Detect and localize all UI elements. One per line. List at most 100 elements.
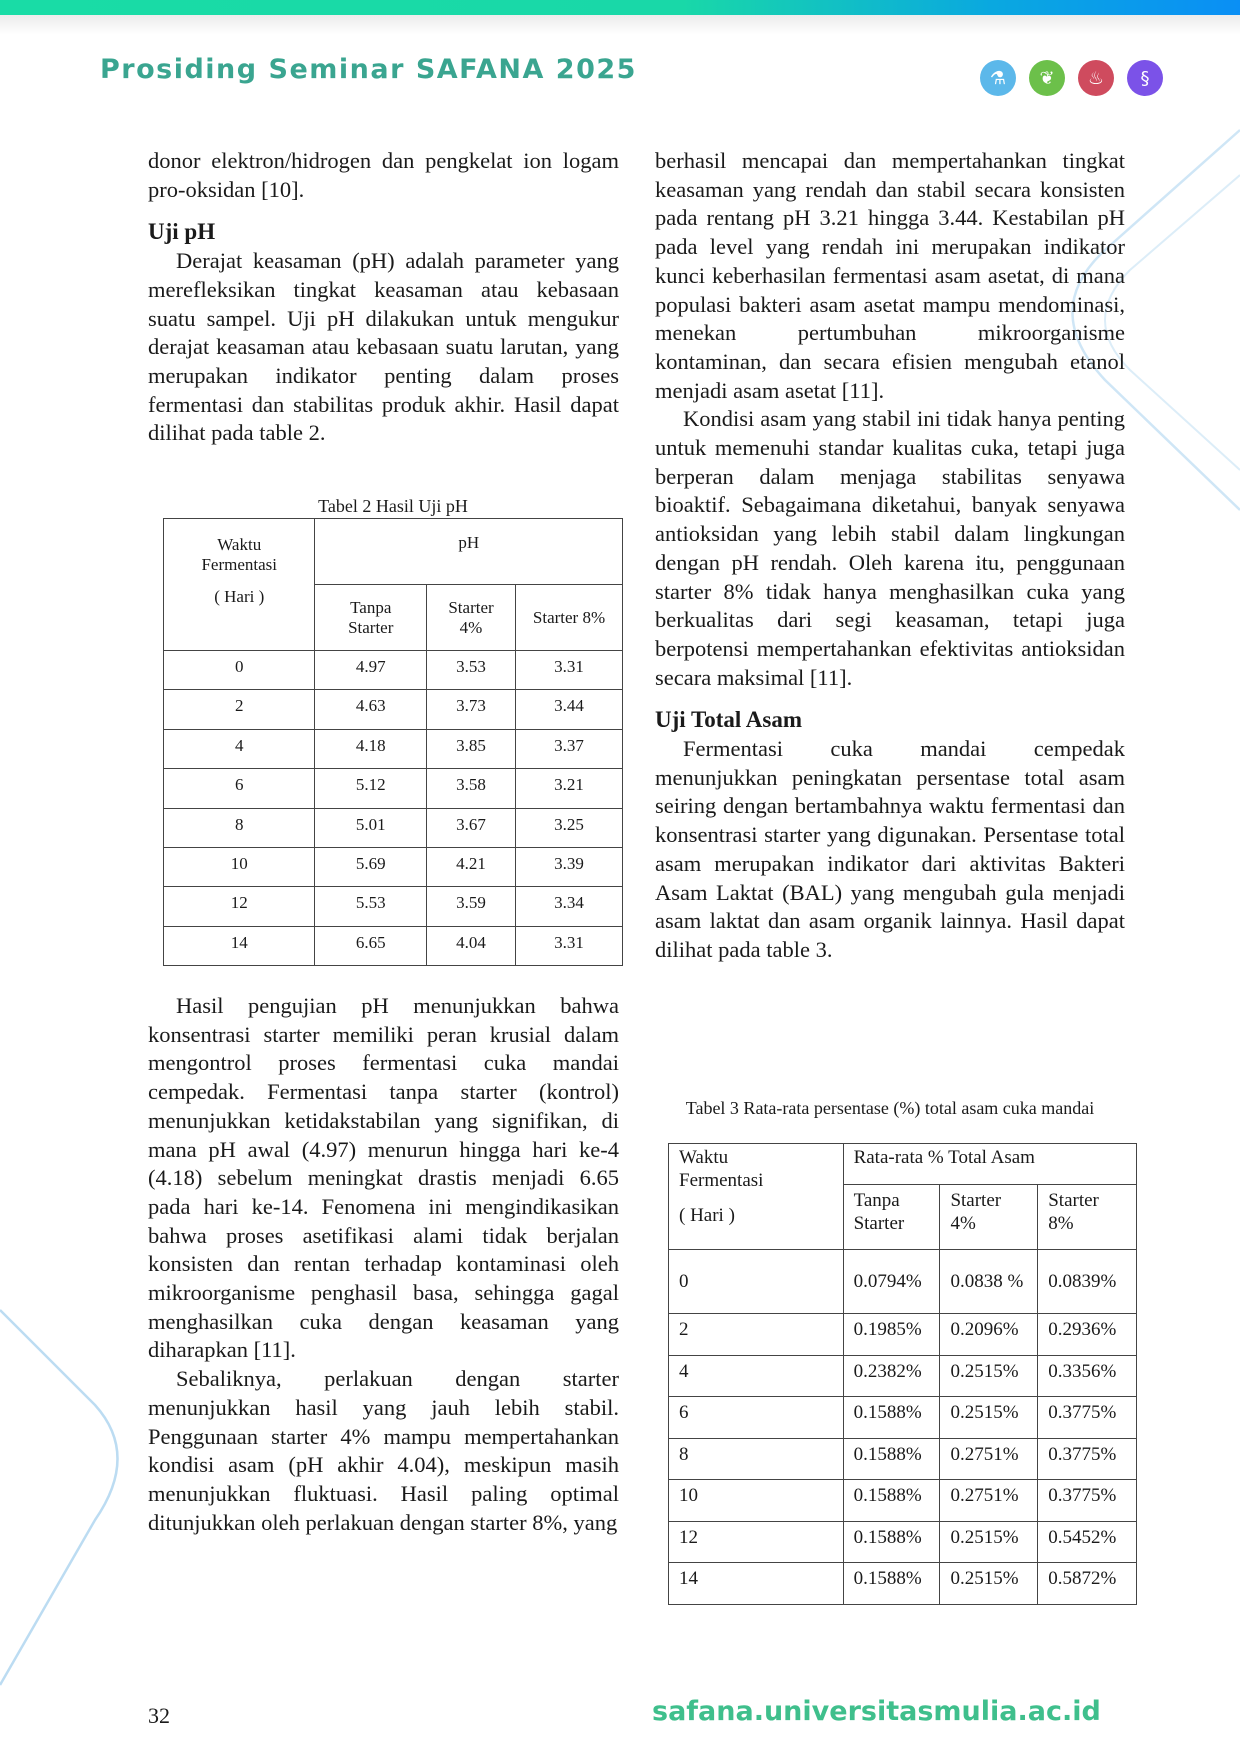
table-row: 14 0.1588% 0.2515% 0.5872% [668, 1562, 1137, 1605]
table-cell: 4.63 [314, 689, 427, 730]
left-column-lower: Hasil pengujian pH menunjukkan bahwa kon… [148, 992, 619, 1537]
table-cell: 12 [162, 886, 316, 927]
table-cell: 6 [162, 768, 316, 809]
table-row: 8 0.1588% 0.2751% 0.3775% [668, 1437, 1137, 1480]
plant-icon: ❦ [1029, 60, 1065, 96]
table-row: 12 0.1588% 0.2515% 0.5452% [668, 1520, 1137, 1563]
table-row: 8 5.01 3.67 3.25 [162, 807, 623, 848]
table-cell: 3.44 [515, 689, 623, 730]
header-text: Starter [950, 1190, 1002, 1211]
header-1: Starter 4% [939, 1184, 1039, 1250]
table-cell: 0.0794% [842, 1249, 941, 1314]
section-heading-uji-ph: Uji pH [148, 219, 216, 245]
table-row: 12 5.53 3.59 3.34 [162, 886, 623, 927]
header-waktu-fermentasi: Waktu Fermentasi ( Hari ) [668, 1143, 844, 1250]
microscope-icon: ⚗ [980, 60, 1016, 96]
table-cell: 0.2515% [939, 1396, 1039, 1439]
table-cell: 3.58 [425, 768, 517, 809]
paragraph: Kondisi asam yang stabil ini tidak hanya… [655, 406, 1125, 690]
table-cell: 3.34 [515, 886, 623, 927]
table-cell: 3.21 [515, 768, 623, 809]
table-cell: 6 [668, 1396, 844, 1439]
table-cell: 0.1588% [842, 1437, 941, 1480]
table-row: 10 5.69 4.21 3.39 [162, 846, 623, 888]
table-cell: 0.2382% [842, 1354, 941, 1397]
table-cell: 0.2515% [939, 1520, 1039, 1563]
table-row: 10 0.1588% 0.2751% 0.3775% [668, 1479, 1137, 1522]
table-cell: 5.53 [314, 886, 427, 927]
header-waktu-fermentasi: Waktu Fermentasi ( Hari ) [162, 518, 316, 651]
section-heading-uji-total-asam: Uji Total Asam [655, 707, 802, 733]
table-cell: 0.1985% [842, 1313, 941, 1356]
header-0: Tanpa Starter [314, 584, 427, 651]
proceedings-title: Prosiding Seminar SAFANA 2025 [100, 54, 637, 85]
table-row: 6 5.12 3.58 3.21 [162, 768, 623, 809]
paragraph: Fermentasi cuka mandai cempedak menunjuk… [655, 736, 1125, 962]
table-cell: 3.67 [425, 807, 517, 848]
table-cell: 12 [668, 1520, 844, 1563]
table-row: 0 4.97 3.53 3.31 [162, 649, 623, 691]
table-cell: 3.31 [515, 649, 623, 691]
header-2: Starter 8% [515, 584, 623, 651]
header-text: Tanpa [853, 1190, 900, 1211]
table-cell: 5.12 [314, 768, 427, 809]
table-cell: 0.2751% [939, 1437, 1039, 1480]
table-cell: 3.25 [515, 807, 623, 848]
total-acid-table: Waktu Fermentasi ( Hari ) Rata-rata % Total… [668, 1143, 1138, 1605]
table-cell: 3.39 [515, 846, 623, 888]
table-cell: 0.3775% [1037, 1479, 1137, 1522]
table-cell: 0.3356% [1037, 1354, 1137, 1397]
table-cell: 14 [668, 1562, 844, 1605]
table-cell: 8 [668, 1437, 844, 1480]
header-text: Fermentasi [201, 555, 277, 574]
header-text: Starter [448, 597, 494, 617]
header-text: Starter [853, 1213, 905, 1234]
paragraph: donor elektron/hidrogen dan pengkelat io… [148, 148, 619, 202]
table-cell: 0.2936% [1037, 1313, 1137, 1356]
table-cell: 0.1588% [842, 1479, 941, 1522]
table-row: 4 0.2382% 0.2515% 0.3356% [668, 1354, 1137, 1397]
table-cell: 4 [668, 1354, 844, 1397]
header-text: Starter 8% [532, 607, 606, 627]
header-1: Starter 4% [425, 584, 517, 651]
table-cell: 5.01 [314, 807, 427, 848]
table-cell: 2 [162, 689, 316, 730]
table-cell: 4.04 [425, 925, 517, 967]
ph-table: Waktu Fermentasi( Hari ) pH Tanpa Starter Sta… [162, 518, 623, 967]
table-cell: 5.69 [314, 846, 427, 888]
table-cell: 4 [162, 728, 316, 770]
table-cell: 4.18 [314, 728, 427, 770]
paragraph: Hasil pengujian pH menunjukkan bahwa kon… [148, 993, 619, 1363]
table-cell: 0.0838 % [939, 1249, 1039, 1314]
header-group: Rata-rata % Total Asam [842, 1143, 1138, 1185]
table-cell: 0.5452% [1037, 1520, 1137, 1563]
table-cell: 0.5872% [1037, 1562, 1137, 1605]
paragraph: Sebaliknya, perlakuan dengan starter men… [148, 1366, 619, 1535]
header-2: Starter 8% [1037, 1184, 1137, 1250]
table-cell: 14 [162, 925, 316, 967]
header-text: Starter [1048, 1190, 1099, 1211]
table-row: 6 0.1588% 0.2515% 0.3775% [668, 1396, 1137, 1439]
table-row: 2 0.1985% 0.2096% 0.2936% [668, 1313, 1137, 1356]
table-cell: 0.1588% [842, 1396, 941, 1439]
table-cell: 3.31 [515, 925, 623, 967]
header-text: Fermentasi [679, 1170, 764, 1191]
paragraph: berhasil mencapai dan mempertahankan tin… [655, 148, 1125, 403]
table-cell: 3.85 [425, 728, 517, 770]
table-cell: 0.2515% [939, 1354, 1039, 1397]
header-text: 4% [459, 617, 483, 637]
table-row: 0 0.0794% 0.0838 % 0.0839% [668, 1249, 1137, 1314]
table-cell: 0.3775% [1037, 1396, 1137, 1439]
table-cell: 0 [668, 1249, 844, 1314]
table-cell: 0.3775% [1037, 1437, 1137, 1480]
table-cell: 0.2515% [939, 1562, 1039, 1605]
header-text: Waktu [217, 535, 262, 554]
header-text: 4% [950, 1213, 976, 1234]
website-link[interactable]: safana.universitasmulia.ac.id [652, 1696, 1101, 1727]
table-row: 2 4.63 3.73 3.44 [162, 689, 623, 730]
table-cell: 3.53 [425, 649, 517, 691]
header-text: 8% [1048, 1213, 1074, 1234]
table-cell: 10 [668, 1479, 844, 1522]
table-row: 14 6.65 4.04 3.31 [162, 925, 623, 967]
